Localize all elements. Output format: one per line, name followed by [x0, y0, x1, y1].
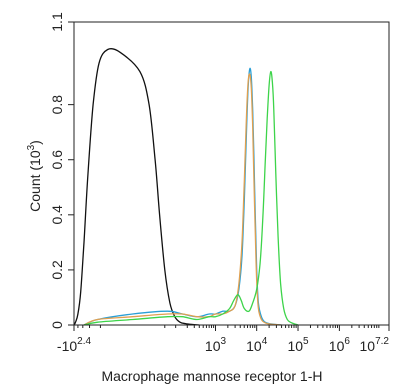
x-tick-label: 107.2: [360, 336, 390, 354]
x-tick-label: -102.4: [57, 336, 92, 354]
x-tick-label: 105: [287, 336, 309, 354]
y-tick-label: 0: [49, 321, 65, 329]
x-tick-base: 10: [360, 338, 376, 354]
x-tick-base: 10: [287, 338, 303, 354]
x-axis-title: Macrophage mannose receptor 1-H: [101, 368, 322, 384]
x-tick-base: -10: [57, 338, 77, 354]
y-tick-label: 0.6: [49, 150, 65, 170]
x-tick-exponent: 4: [262, 336, 268, 347]
x-tick-exponent: 5: [303, 336, 309, 347]
plot-frame: [73, 21, 390, 326]
x-tick-exponent: 6: [344, 336, 350, 347]
x-tick-base: 10: [205, 338, 221, 354]
histogram-curve: [83, 70, 299, 326]
x-axis-ticks: -102.4 103 104 105 106 107.2: [57, 325, 390, 354]
y-tick-label: 0.8: [49, 95, 65, 115]
x-tick-exponent: 2.4: [77, 336, 91, 347]
y-tick-label: 0.2: [49, 260, 65, 280]
histogram-curve: [83, 73, 282, 326]
y-axis-title-exponent: 3: [26, 144, 37, 150]
y-axis-title-base: Count (10: [27, 150, 43, 212]
x-tick-exponent: 3: [220, 336, 226, 347]
histogram-curve: [73, 47, 200, 326]
x-tick-base: 10: [329, 338, 345, 354]
y-tick-label: 1.1: [49, 12, 65, 32]
x-tick-label: 103: [205, 336, 227, 354]
y-axis-ticks: 0 0.2 0.4 0.6 0.8 1.1: [49, 12, 74, 329]
y-axis-title: Count (103): [26, 140, 43, 212]
x-tick-label: 106: [329, 336, 351, 354]
y-axis-title-close: ): [27, 140, 43, 145]
histogram-series: [73, 47, 299, 326]
x-tick-base: 10: [246, 338, 262, 354]
x-tick-label: 104: [246, 336, 268, 354]
x-tick-exponent: 7.2: [375, 336, 389, 347]
y-tick-label: 0.4: [49, 205, 65, 225]
